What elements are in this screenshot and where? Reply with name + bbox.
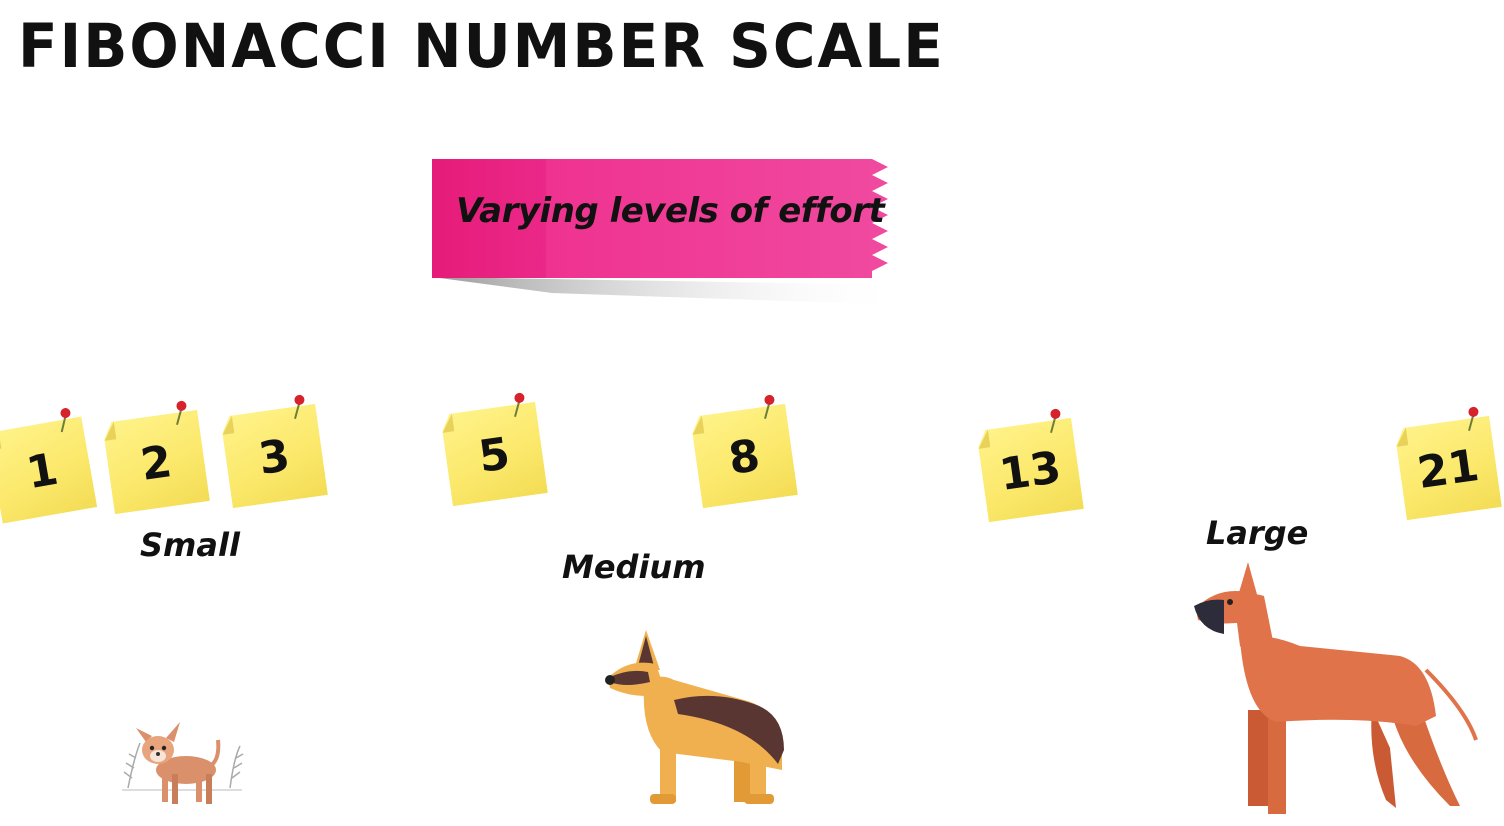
push-pin-icon [764,394,775,419]
sticky-note-8: 8 [690,394,798,508]
chihuahua-icon [122,722,244,804]
sticky-note-5: 5 [440,392,548,506]
sticky-note-21: 21 [1394,406,1502,520]
banner-ribbon-icon [432,159,906,305]
page-title: FIBONACCI NUMBER SCALE [18,10,945,82]
push-pin-icon [60,408,71,433]
size-label-large: Large [1206,514,1309,552]
sticky-note-3: 3 [220,394,328,508]
sticky-note-2: 2 [102,400,210,514]
push-pin-icon [1050,408,1061,433]
push-pin-icon [1468,406,1479,431]
german-shepherd-icon [605,630,784,804]
size-label-small: Small [140,526,240,564]
push-pin-icon [514,392,525,417]
size-label-medium: Medium [562,548,706,586]
sticky-note-1: 1 [0,408,97,523]
effort-banner: Varying levels of effort [432,159,906,305]
push-pin-icon [294,394,305,419]
sticky-note-13: 13 [976,408,1084,522]
push-pin-icon [176,400,187,425]
great-dane-icon [1194,562,1478,814]
banner-text: Varying levels of effort [456,191,885,231]
